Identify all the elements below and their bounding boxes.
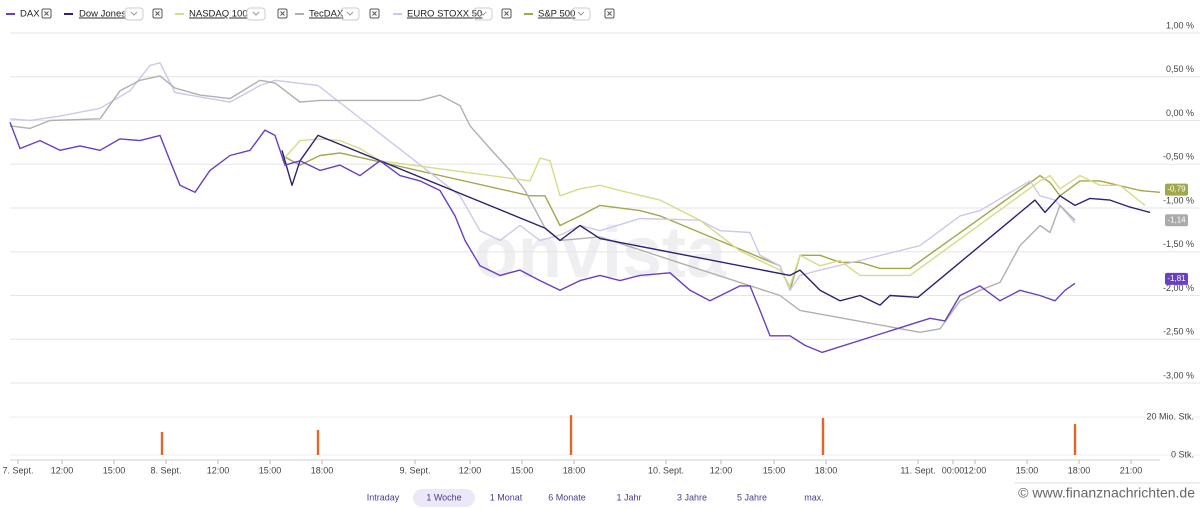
credit: © www.finanznachrichten.de xyxy=(1018,485,1195,501)
x-tick-label: 15:00 xyxy=(103,465,126,475)
legend-item[interactable]: Dow Jones xyxy=(64,7,163,21)
x-tick-label: 18:00 xyxy=(815,465,838,475)
series-line xyxy=(9,62,1076,291)
legend-remove[interactable] xyxy=(41,8,52,19)
x-tick-label: 15:00 xyxy=(511,465,534,475)
volume-bar xyxy=(316,429,320,455)
x-tick-label: 12:00 xyxy=(207,465,230,475)
range-button[interactable]: 1 Woche xyxy=(426,492,461,502)
range-button[interactable]: 3 Jahre xyxy=(677,492,707,502)
legend-dropdown[interactable] xyxy=(473,7,493,21)
range-button[interactable]: 5 Jahre xyxy=(737,492,767,502)
x-tick-label: 10. Sept. xyxy=(648,465,684,475)
volume-bar xyxy=(569,415,573,455)
x-tick-label: 11. Sept. xyxy=(900,465,935,475)
legend-dropdown[interactable] xyxy=(340,7,360,21)
remove-icon xyxy=(372,11,377,16)
y-tick-label: -1,00 % xyxy=(1163,195,1194,205)
value-badge xyxy=(1165,183,1188,196)
legend-remove[interactable] xyxy=(277,8,288,19)
x-tick-label: 00:00 xyxy=(942,465,965,475)
legend-label: Dow Jones xyxy=(79,9,126,20)
legend-label: EURO STOXX 50 xyxy=(407,9,482,20)
legend-dropdown[interactable] xyxy=(124,7,144,21)
y-tick-label: -0,50 % xyxy=(1163,152,1194,162)
value-badge xyxy=(1165,272,1188,285)
y-tick-label: -3,00 % xyxy=(1163,370,1194,380)
value-badge-label: -0,79 xyxy=(1167,185,1186,194)
x-tick-label: 21:00 xyxy=(1120,465,1143,475)
dropdown-chevron xyxy=(479,11,487,16)
x-tick-label: 12:00 xyxy=(51,465,74,475)
x-tick-label: 8. Sept. xyxy=(150,465,181,475)
x-tick-label: 7. Sept. xyxy=(2,465,33,475)
y-tick-label: 0,50 % xyxy=(1166,64,1194,74)
dropdown-chevron xyxy=(346,11,354,16)
y-tick-label: -1,50 % xyxy=(1163,239,1194,249)
range-button[interactable]: 1 Jahr xyxy=(616,492,641,502)
series-line xyxy=(281,134,1151,306)
range-button[interactable]: Intraday xyxy=(367,492,400,502)
legend-item[interactable]: TecDAX xyxy=(295,7,380,21)
volume-tick-label: 0 Stk. xyxy=(1171,449,1194,459)
volume-bar xyxy=(160,432,164,455)
volume-tick-label: 20 Mio. Stk. xyxy=(1146,411,1194,421)
legend-label: S&P 500 xyxy=(538,9,575,20)
series-line xyxy=(9,122,1076,354)
legend-label: NASDAQ 100 xyxy=(189,9,248,20)
dropdown-chevron xyxy=(252,11,260,16)
y-tick-label: 1,00 % xyxy=(1166,20,1194,30)
value-badge-label: -1,81 xyxy=(1167,274,1186,283)
volume-bar xyxy=(1073,424,1077,455)
legend-item[interactable]: S&P 500 xyxy=(524,7,615,21)
value-badge xyxy=(1165,214,1188,227)
x-tick-label: 15:00 xyxy=(763,465,786,475)
range-button-selected[interactable] xyxy=(413,489,475,507)
x-tick-label: 9. Sept. xyxy=(399,465,430,475)
volume-bar xyxy=(821,418,825,455)
legend-remove[interactable] xyxy=(604,8,615,19)
range-button[interactable]: max. xyxy=(804,492,824,502)
range-button[interactable]: 6 Monate xyxy=(548,492,586,502)
value-badge-label: -1,14 xyxy=(1167,215,1186,224)
x-tick-label: 12:00 xyxy=(459,465,482,475)
remove-icon xyxy=(155,11,160,16)
remove-icon xyxy=(280,11,285,16)
y-tick-label: 0,00 % xyxy=(1166,108,1194,118)
legend-label: DAX xyxy=(20,9,40,20)
dropdown-chevron xyxy=(130,11,138,16)
x-tick-label: 18:00 xyxy=(563,465,586,475)
y-tick-label: -2,50 % xyxy=(1163,327,1194,337)
x-tick-label: 15:00 xyxy=(1016,465,1039,475)
legend-remove[interactable] xyxy=(152,8,163,19)
x-tick-label: 18:00 xyxy=(311,465,334,475)
legend-item[interactable]: EURO STOXX 50 xyxy=(393,7,512,21)
x-tick-label: 12:00 xyxy=(710,465,733,475)
range-button[interactable]: 1 Monat xyxy=(490,492,523,502)
y-tick-label: -2,00 % xyxy=(1163,283,1194,293)
x-tick-label: 18:00 xyxy=(1068,465,1091,475)
legend-dropdown[interactable] xyxy=(571,7,591,21)
legend-remove[interactable] xyxy=(501,8,512,19)
dropdown-chevron xyxy=(577,11,585,16)
x-tick-label: 12:00 xyxy=(964,465,987,475)
legend-label: TecDAX xyxy=(309,9,344,20)
remove-icon xyxy=(607,11,612,16)
watermark: onvista xyxy=(474,213,727,293)
legend-item[interactable]: NASDAQ 100 xyxy=(175,7,288,21)
remove-icon xyxy=(504,11,509,16)
legend-remove[interactable] xyxy=(369,8,380,19)
legend-item[interactable]: DAX xyxy=(6,8,52,20)
remove-icon xyxy=(44,11,49,16)
x-tick-label: 15:00 xyxy=(259,465,282,475)
legend-dropdown[interactable] xyxy=(246,7,266,21)
